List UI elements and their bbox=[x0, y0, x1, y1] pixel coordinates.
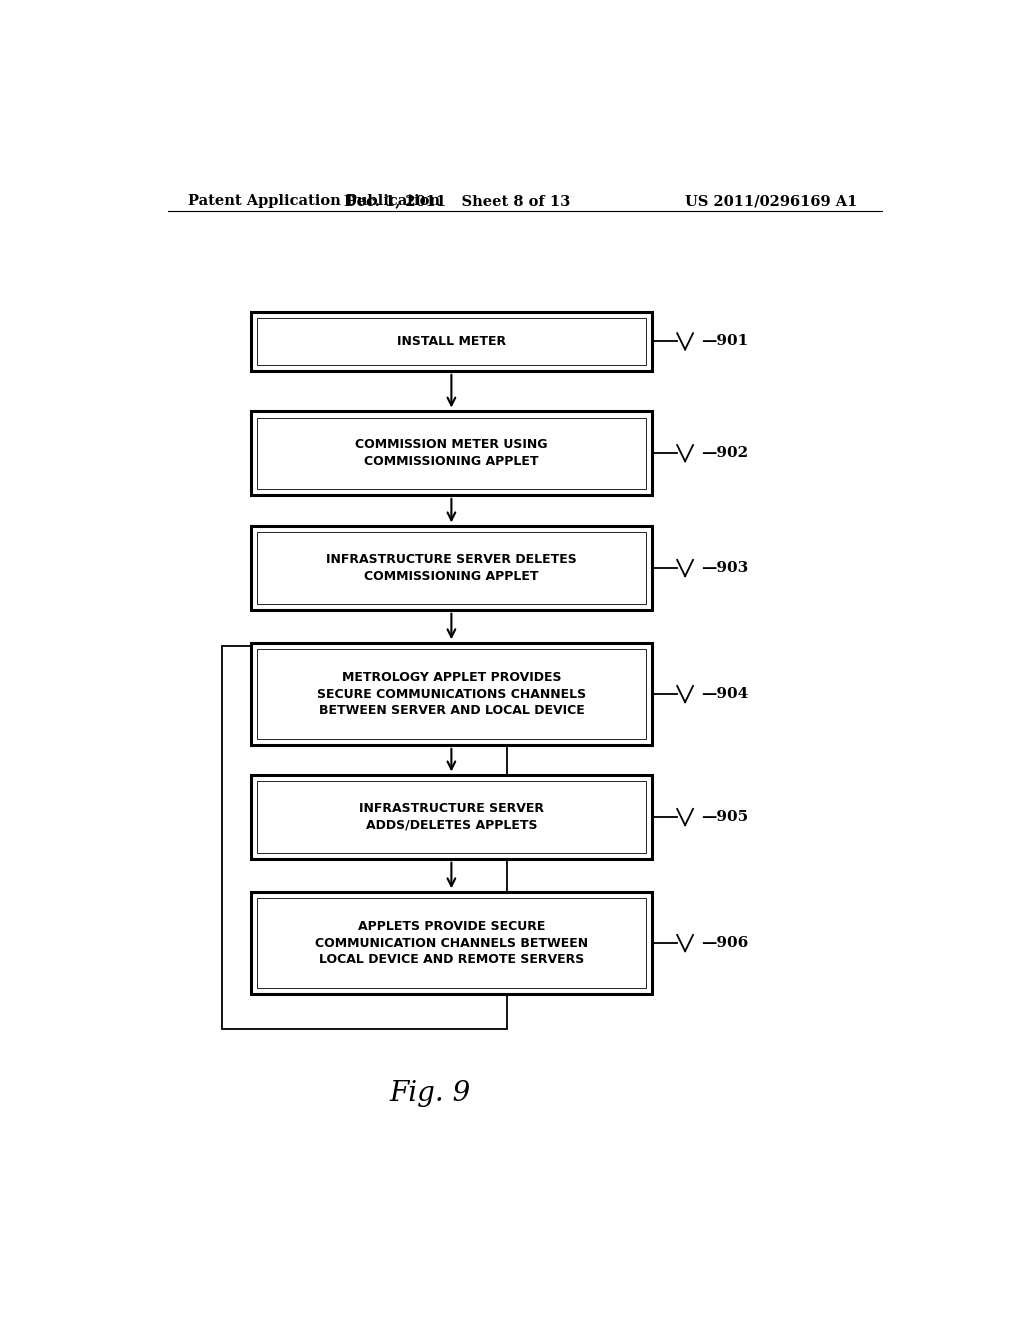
Text: Dec. 1, 2011   Sheet 8 of 13: Dec. 1, 2011 Sheet 8 of 13 bbox=[344, 194, 570, 209]
Bar bbox=[251, 643, 652, 744]
Text: COMMISSION METER USING
COMMISSIONING APPLET: COMMISSION METER USING COMMISSIONING APP… bbox=[355, 438, 548, 467]
Bar bbox=[257, 649, 646, 739]
Text: —903: —903 bbox=[701, 561, 749, 576]
Bar bbox=[221, 647, 507, 1030]
Text: —906: —906 bbox=[701, 936, 749, 950]
Text: METROLOGY APPLET PROVIDES
SECURE COMMUNICATIONS CHANNELS
BETWEEN SERVER AND LOCA: METROLOGY APPLET PROVIDES SECURE COMMUNI… bbox=[316, 671, 586, 717]
Text: —901: —901 bbox=[701, 334, 749, 348]
Bar bbox=[251, 892, 652, 994]
Bar bbox=[257, 417, 646, 488]
Bar bbox=[257, 781, 646, 853]
Bar bbox=[257, 318, 646, 364]
Text: Patent Application Publication: Patent Application Publication bbox=[187, 194, 439, 209]
Bar bbox=[251, 527, 652, 610]
Bar bbox=[257, 532, 646, 603]
Text: APPLETS PROVIDE SECURE
COMMUNICATION CHANNELS BETWEEN
LOCAL DEVICE AND REMOTE SE: APPLETS PROVIDE SECURE COMMUNICATION CHA… bbox=[314, 920, 588, 966]
Bar bbox=[257, 899, 646, 987]
Text: Fig. 9: Fig. 9 bbox=[389, 1080, 470, 1107]
Bar bbox=[251, 412, 652, 495]
Text: —905: —905 bbox=[701, 810, 749, 824]
Text: —904: —904 bbox=[701, 686, 749, 701]
Text: INSTALL METER: INSTALL METER bbox=[397, 335, 506, 348]
Text: INFRASTRUCTURE SERVER DELETES
COMMISSIONING APPLET: INFRASTRUCTURE SERVER DELETES COMMISSION… bbox=[326, 553, 577, 582]
Bar bbox=[251, 312, 652, 371]
Text: US 2011/0296169 A1: US 2011/0296169 A1 bbox=[685, 194, 857, 209]
Text: —902: —902 bbox=[701, 446, 749, 461]
Text: INFRASTRUCTURE SERVER
ADDS/DELETES APPLETS: INFRASTRUCTURE SERVER ADDS/DELETES APPLE… bbox=[358, 803, 544, 832]
Bar bbox=[251, 775, 652, 859]
